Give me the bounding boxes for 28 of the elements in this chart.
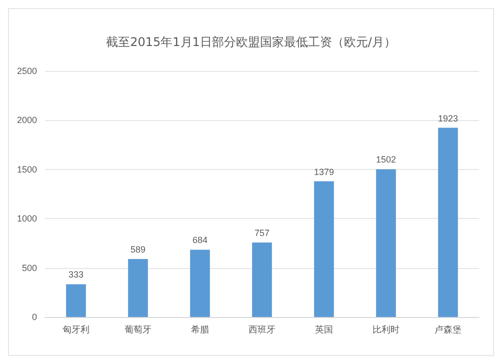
- bar: [66, 284, 86, 317]
- x-tick-label: 匈牙利: [62, 324, 90, 334]
- y-tick-label: 1000: [16, 214, 37, 224]
- bar: [438, 128, 458, 317]
- x-tick-label: 希腊: [191, 324, 209, 334]
- data-label: 684: [192, 235, 208, 246]
- data-label: 1379: [314, 166, 334, 177]
- x-tick-label: 西班牙: [248, 324, 276, 334]
- bar: [376, 169, 396, 317]
- chart-title: 截至2015年1月1日部分欧盟国家最低工资（欧元/月）: [106, 35, 396, 49]
- bar: [190, 250, 210, 317]
- data-label: 1923: [438, 113, 458, 124]
- bar: [128, 259, 148, 317]
- x-tick-label: 英国: [315, 324, 333, 334]
- y-tick-label: 1500: [16, 164, 37, 174]
- y-tick-label: 0: [32, 312, 37, 322]
- y-tick-label: 2500: [16, 66, 37, 76]
- y-tick-label: 2000: [16, 115, 37, 126]
- x-tick-label: 比利时: [372, 324, 400, 334]
- x-tick-label: 葡萄牙: [124, 324, 152, 334]
- bar: [252, 242, 272, 317]
- y-tick-label: 500: [22, 262, 37, 273]
- data-label: 1502: [376, 154, 396, 165]
- data-label: 589: [130, 244, 146, 255]
- data-label: 333: [68, 270, 84, 280]
- data-label: 757: [254, 228, 270, 238]
- bar: [314, 181, 334, 317]
- x-tick-label: 卢森堡: [434, 324, 462, 334]
